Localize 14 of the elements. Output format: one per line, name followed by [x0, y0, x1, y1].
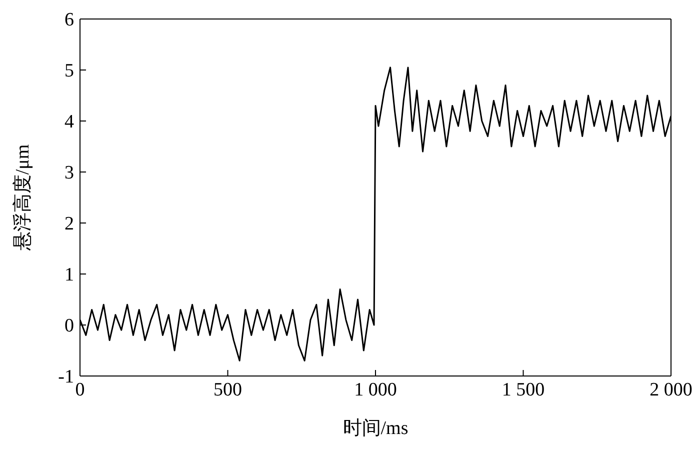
y-tick-label: 0 [64, 316, 74, 337]
y-tick-label: 4 [64, 112, 74, 133]
x-tick-label: 1 000 [354, 379, 397, 400]
x-tick-label: 1 500 [502, 379, 545, 400]
y-tick-label: -1 [58, 366, 74, 388]
x-tick-label: 2 000 [650, 379, 692, 400]
x-axis-title: 时间/ms [342, 418, 408, 439]
y-tick-label: 2 [64, 214, 74, 235]
y-axis-title: 悬浮高度/μm [12, 144, 34, 252]
y-tick-label: 5 [64, 60, 74, 82]
x-tick-label: 500 [214, 379, 242, 400]
y-tick-label: 6 [64, 10, 74, 31]
y-tick-label: 3 [64, 162, 74, 184]
y-tick-label: 1 [64, 264, 74, 286]
